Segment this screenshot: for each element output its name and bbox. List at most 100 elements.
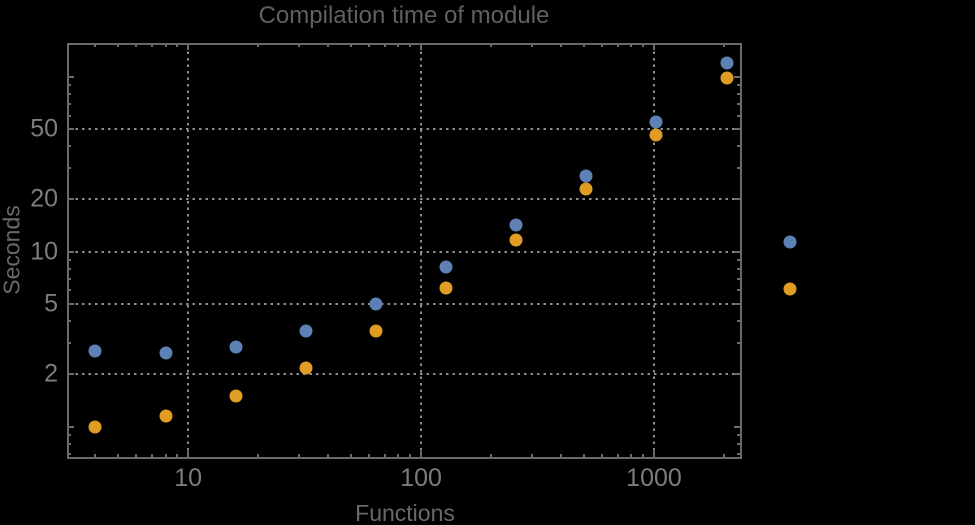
gridline-y-20	[69, 198, 740, 201]
x-tick-mark-top	[630, 44, 633, 47]
y-tick-label-5: 5	[44, 289, 58, 318]
x-tick-mark-top	[582, 44, 585, 47]
data-point-series-1-blue-x512	[579, 169, 593, 183]
y-tick-mark-right	[737, 433, 740, 436]
legend-marker-series-1-blue	[783, 235, 797, 248]
x-tick-mark	[630, 454, 633, 457]
x-tick-mark	[135, 454, 138, 457]
y-tick-mark	[68, 452, 71, 455]
gridline-y-10	[69, 250, 740, 253]
y-tick-mark-right	[737, 442, 740, 445]
x-tick-mark-top	[723, 44, 726, 47]
y-tick-mark	[68, 289, 71, 292]
y-tick-label-2: 2	[44, 359, 58, 388]
x-tick-mark-top	[164, 44, 167, 47]
data-point-series-2-orange-x512	[579, 182, 593, 196]
data-point-series-2-orange-x128	[439, 281, 453, 295]
x-tick-mark	[327, 454, 330, 457]
x-tick-mark-top	[383, 44, 386, 47]
data-point-series-1-blue-x4	[88, 344, 102, 358]
x-tick-mark-top	[151, 44, 154, 47]
x-tick-mark	[298, 454, 301, 457]
data-point-series-2-orange-x2048	[720, 71, 734, 85]
x-tick-mark-top	[409, 44, 412, 47]
y-tick-mark-right	[737, 114, 740, 117]
y-tick-mark	[68, 258, 71, 261]
x-tick-mark-top	[176, 44, 179, 47]
legend-marker-series-2-orange	[783, 282, 797, 295]
y-tick-mark-right	[734, 250, 740, 253]
y-tick-mark-right	[737, 289, 740, 292]
x-tick-mark-top	[652, 44, 655, 50]
y-tick-mark-right	[737, 92, 740, 95]
x-tick-mark	[582, 454, 585, 457]
y-tick-mark-right	[737, 258, 740, 261]
data-point-series-2-orange-x256	[509, 233, 523, 247]
y-tick-mark-right	[737, 145, 740, 148]
x-tick-mark	[616, 454, 619, 457]
x-tick-mark	[187, 451, 190, 457]
x-tick-mark-top	[94, 44, 97, 47]
data-point-series-1-blue-x32	[299, 324, 313, 338]
y-tick-mark	[68, 277, 71, 280]
data-point-series-2-orange-x64	[369, 324, 383, 338]
y-tick-mark	[68, 198, 74, 201]
data-point-series-2-orange-x32	[299, 361, 313, 375]
y-tick-mark-right	[734, 75, 740, 78]
data-point-series-1-blue-x128	[439, 260, 453, 274]
x-tick-mark	[560, 454, 563, 457]
y-tick-mark	[68, 83, 71, 86]
data-point-series-2-orange-x16	[229, 389, 243, 403]
y-tick-label-10: 10	[30, 237, 58, 266]
x-tick-mark	[383, 454, 386, 457]
y-tick-mark-right	[734, 372, 740, 375]
y-tick-mark	[68, 250, 74, 253]
y-tick-mark	[68, 145, 71, 148]
y-tick-mark	[68, 372, 74, 375]
y-tick-mark	[68, 433, 71, 436]
x-tick-mark	[151, 454, 154, 457]
y-tick-label-50: 50	[30, 114, 58, 143]
y-tick-mark	[68, 442, 71, 445]
y-tick-mark-right	[737, 320, 740, 323]
y-tick-mark	[68, 75, 74, 78]
y-tick-mark	[68, 425, 74, 428]
x-tick-mark	[652, 451, 655, 457]
x-tick-label-100: 100	[400, 464, 442, 492]
x-tick-mark	[601, 454, 604, 457]
chart-title: Compilation time of module	[258, 2, 550, 29]
x-tick-mark	[164, 454, 167, 457]
y-tick-mark	[68, 303, 74, 306]
gridline-y-5	[69, 303, 740, 306]
data-point-series-1-blue-x16	[229, 340, 243, 354]
y-tick-mark	[68, 128, 74, 131]
y-tick-mark-right	[734, 128, 740, 131]
y-tick-mark	[68, 92, 71, 95]
y-tick-mark-right	[734, 303, 740, 306]
y-tick-mark-right	[734, 425, 740, 428]
data-point-series-1-blue-x2048	[720, 56, 734, 70]
y-tick-mark-right	[737, 83, 740, 86]
x-tick-mark	[409, 454, 412, 457]
data-point-series-1-blue-x64	[369, 297, 383, 311]
x-tick-mark-top	[490, 44, 493, 47]
x-tick-mark	[397, 454, 400, 457]
y-tick-label-20: 20	[30, 184, 58, 213]
x-tick-mark	[490, 454, 493, 457]
y-axis-label: Seconds	[0, 205, 25, 295]
x-tick-mark-top	[420, 44, 423, 50]
x-tick-mark	[94, 454, 97, 457]
x-tick-mark	[117, 454, 119, 457]
x-tick-mark-top	[601, 44, 604, 47]
x-tick-mark	[531, 454, 534, 457]
gridline-y-2	[69, 372, 740, 375]
y-tick-mark-right	[734, 198, 740, 201]
x-tick-label-1000: 1000	[626, 464, 682, 492]
x-tick-mark-top	[642, 44, 645, 47]
x-tick-mark-top	[327, 44, 330, 47]
y-tick-mark-right	[737, 452, 740, 455]
data-point-series-1-blue-x256	[509, 218, 523, 232]
x-tick-label-10: 10	[174, 464, 203, 492]
x-tick-mark	[368, 454, 371, 457]
x-tick-mark-top	[616, 44, 619, 47]
